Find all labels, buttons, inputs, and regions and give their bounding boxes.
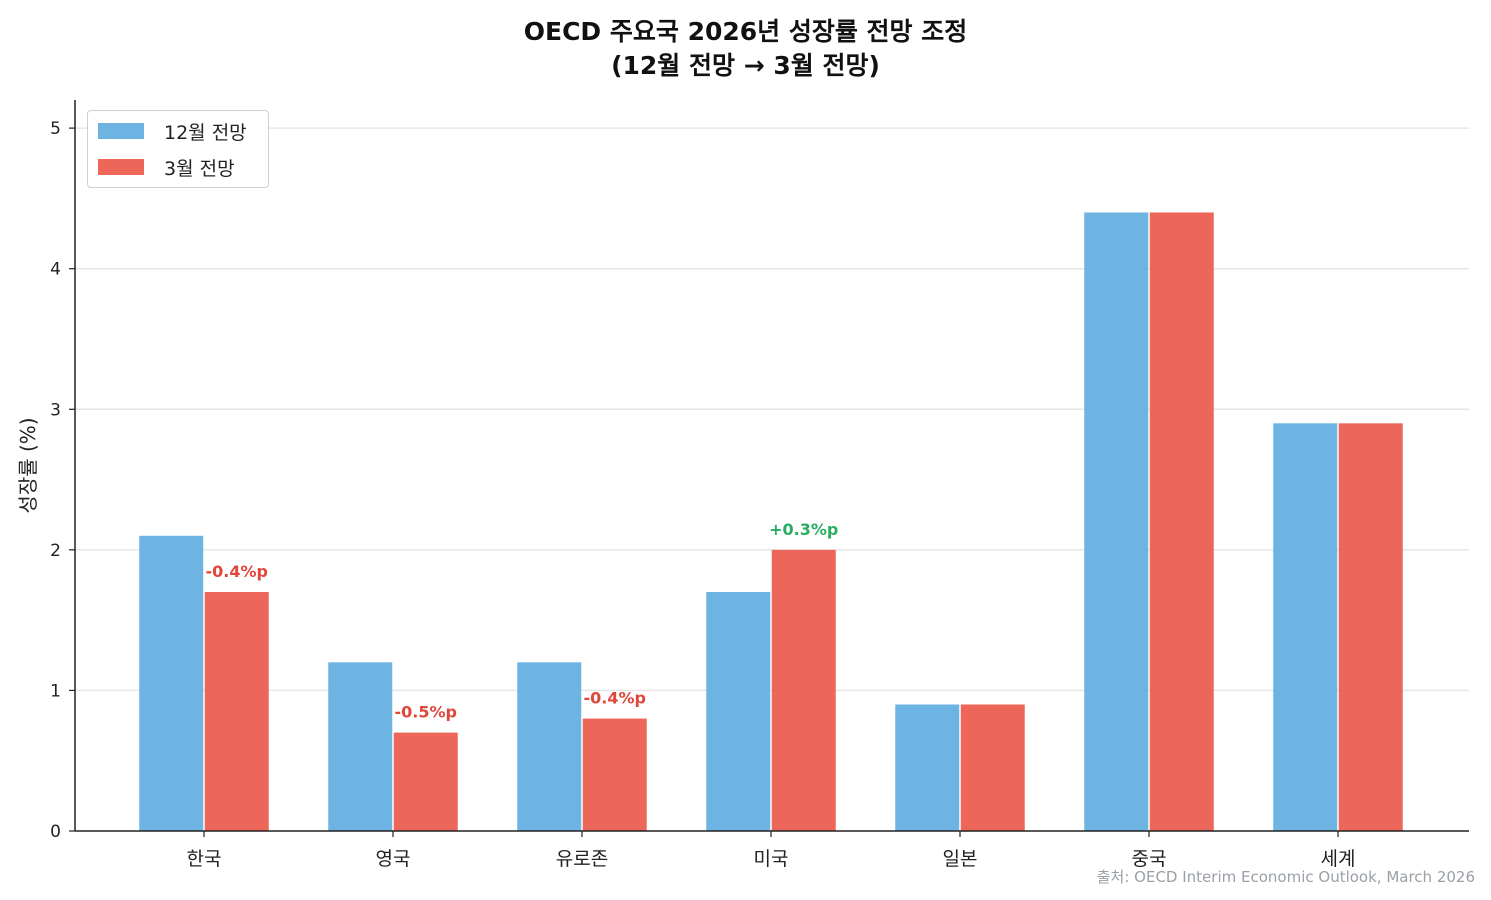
bars: [139, 212, 1403, 831]
bar-march-6: [1338, 423, 1403, 831]
chart-title-line2: (12월 전망 → 3월 전망): [611, 51, 880, 80]
legend-label-december: 12월 전망: [164, 121, 247, 144]
source-note: 출처: OECD Interim Economic Outlook, March…: [1096, 868, 1475, 886]
bar-december-6: [1273, 423, 1338, 831]
bar-december-1: [328, 662, 393, 831]
y-tick-label-4: 4: [50, 260, 61, 280]
legend-label-march: 3월 전망: [164, 157, 235, 180]
x-tick-label-6: 세계: [1321, 848, 1356, 870]
chart-title-line1: OECD 주요국 2026년 성장률 전망 조정: [523, 17, 968, 46]
x-tick-label-3: 미국: [754, 848, 789, 870]
x-tick-label-1: 영국: [376, 848, 411, 870]
x-tick-label-0: 한국: [187, 848, 222, 870]
annotation-label-3: +0.3%p: [769, 520, 838, 539]
bar-december-3: [706, 592, 771, 831]
y-tick-label-1: 1: [50, 681, 61, 701]
annotation-label-2: -0.4%p: [584, 689, 646, 708]
bar-march-5: [1149, 212, 1214, 831]
y-axis-label: 성장률 (%): [16, 417, 40, 513]
bar-march-1: [393, 732, 458, 831]
bar-december-4: [895, 704, 960, 831]
bar-march-3: [771, 549, 836, 831]
annotation-label-0: -0.4%p: [206, 562, 268, 581]
axes: 0 1 2 3 4 5 한국 영국 유로존 미국 일본 중국 세계 성장률 (%): [16, 100, 1469, 870]
legend-item-march: 3월 전망: [98, 155, 235, 180]
bar-march-4: [960, 704, 1025, 831]
bar-december-0: [139, 535, 204, 831]
bar-march-0: [204, 592, 269, 831]
x-tick-label-4: 일본: [943, 848, 978, 870]
annotation-label-1: -0.5%p: [395, 703, 457, 722]
legend: 12월 전망 3월 전망: [87, 110, 269, 188]
y-tick-label-2: 2: [50, 541, 61, 561]
annotations: -0.4%p -0.5%p -0.4%p +0.3%p: [206, 520, 839, 722]
bar-december-2: [517, 662, 582, 831]
x-tick-label-2: 유로존: [556, 848, 608, 870]
legend-swatch-march: [98, 159, 144, 175]
legend-item-december: 12월 전망: [98, 119, 247, 144]
bar-march-2: [582, 718, 647, 831]
y-tick-label-3: 3: [50, 400, 61, 420]
legend-swatch-december: [98, 123, 144, 139]
y-tick-label-0: 0: [50, 822, 61, 842]
bar-december-5: [1084, 212, 1149, 831]
x-tick-label-5: 중국: [1132, 848, 1167, 870]
y-tick-label-5: 5: [50, 119, 61, 139]
